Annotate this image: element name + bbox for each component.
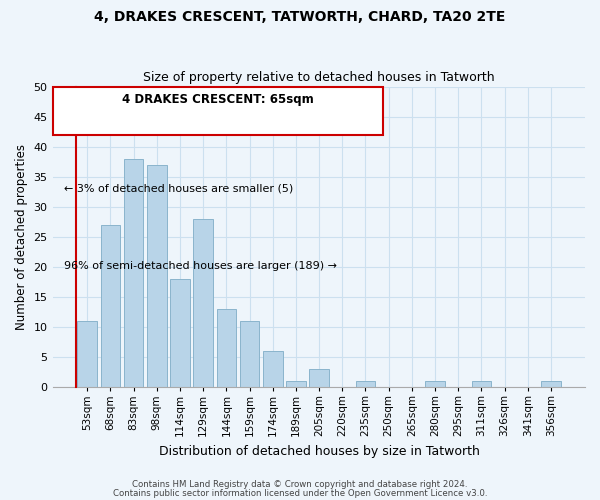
Bar	[147, 165, 167, 387]
Bar	[124, 159, 143, 387]
Text: 4, DRAKES CRESCENT, TATWORTH, CHARD, TA20 2TE: 4, DRAKES CRESCENT, TATWORTH, CHARD, TA2…	[94, 10, 506, 24]
Bar	[170, 279, 190, 387]
Text: Contains HM Land Registry data © Crown copyright and database right 2024.: Contains HM Land Registry data © Crown c…	[132, 480, 468, 489]
Text: ← 3% of detached houses are smaller (5): ← 3% of detached houses are smaller (5)	[64, 183, 293, 193]
X-axis label: Distribution of detached houses by size in Tatworth: Distribution of detached houses by size …	[158, 444, 479, 458]
Bar	[193, 219, 213, 387]
Text: 96% of semi-detached houses are larger (189) →: 96% of semi-detached houses are larger (…	[64, 261, 337, 271]
Bar	[101, 225, 121, 387]
Bar	[286, 381, 306, 387]
Bar	[263, 351, 283, 387]
Text: Contains public sector information licensed under the Open Government Licence v3: Contains public sector information licen…	[113, 488, 487, 498]
Title: Size of property relative to detached houses in Tatworth: Size of property relative to detached ho…	[143, 72, 495, 85]
Text: 4 DRAKES CRESCENT: 65sqm: 4 DRAKES CRESCENT: 65sqm	[122, 93, 314, 106]
Bar	[541, 381, 561, 387]
Y-axis label: Number of detached properties: Number of detached properties	[15, 144, 28, 330]
Bar	[356, 381, 376, 387]
Bar	[425, 381, 445, 387]
Bar	[472, 381, 491, 387]
Bar	[217, 309, 236, 387]
FancyBboxPatch shape	[53, 87, 383, 135]
Bar	[240, 321, 259, 387]
Bar	[309, 369, 329, 387]
Bar	[77, 321, 97, 387]
